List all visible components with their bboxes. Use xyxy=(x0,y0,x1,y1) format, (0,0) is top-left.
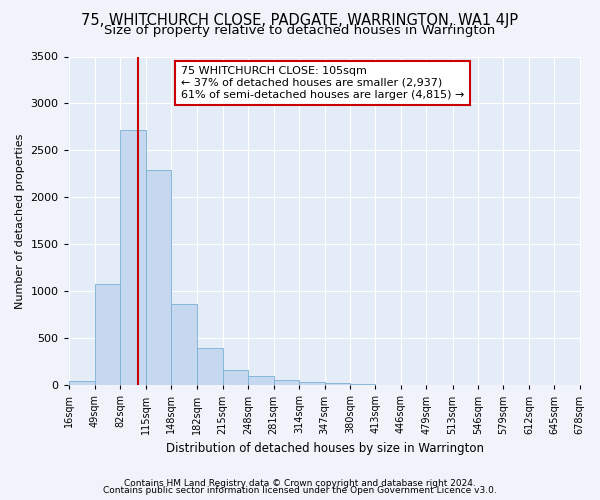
Text: Contains public sector information licensed under the Open Government Licence v3: Contains public sector information licen… xyxy=(103,486,497,495)
Text: Contains HM Land Registry data © Crown copyright and database right 2024.: Contains HM Land Registry data © Crown c… xyxy=(124,478,476,488)
Bar xyxy=(376,384,401,386)
Bar xyxy=(95,284,120,386)
Y-axis label: Number of detached properties: Number of detached properties xyxy=(15,133,25,308)
Bar xyxy=(325,384,350,386)
Bar xyxy=(223,370,248,386)
Bar xyxy=(274,380,299,386)
Text: 75, WHITCHURCH CLOSE, PADGATE, WARRINGTON, WA1 4JP: 75, WHITCHURCH CLOSE, PADGATE, WARRINGTO… xyxy=(82,12,518,28)
Bar xyxy=(146,170,171,386)
Bar xyxy=(299,382,325,386)
Bar xyxy=(69,380,95,386)
Text: 75 WHITCHURCH CLOSE: 105sqm
← 37% of detached houses are smaller (2,937)
61% of : 75 WHITCHURCH CLOSE: 105sqm ← 37% of det… xyxy=(181,66,464,100)
Text: Size of property relative to detached houses in Warrington: Size of property relative to detached ho… xyxy=(104,24,496,37)
X-axis label: Distribution of detached houses by size in Warrington: Distribution of detached houses by size … xyxy=(166,442,484,455)
Bar xyxy=(171,304,197,386)
Bar xyxy=(350,384,376,386)
Bar xyxy=(248,376,274,386)
Bar xyxy=(197,348,223,386)
Bar xyxy=(120,130,146,386)
